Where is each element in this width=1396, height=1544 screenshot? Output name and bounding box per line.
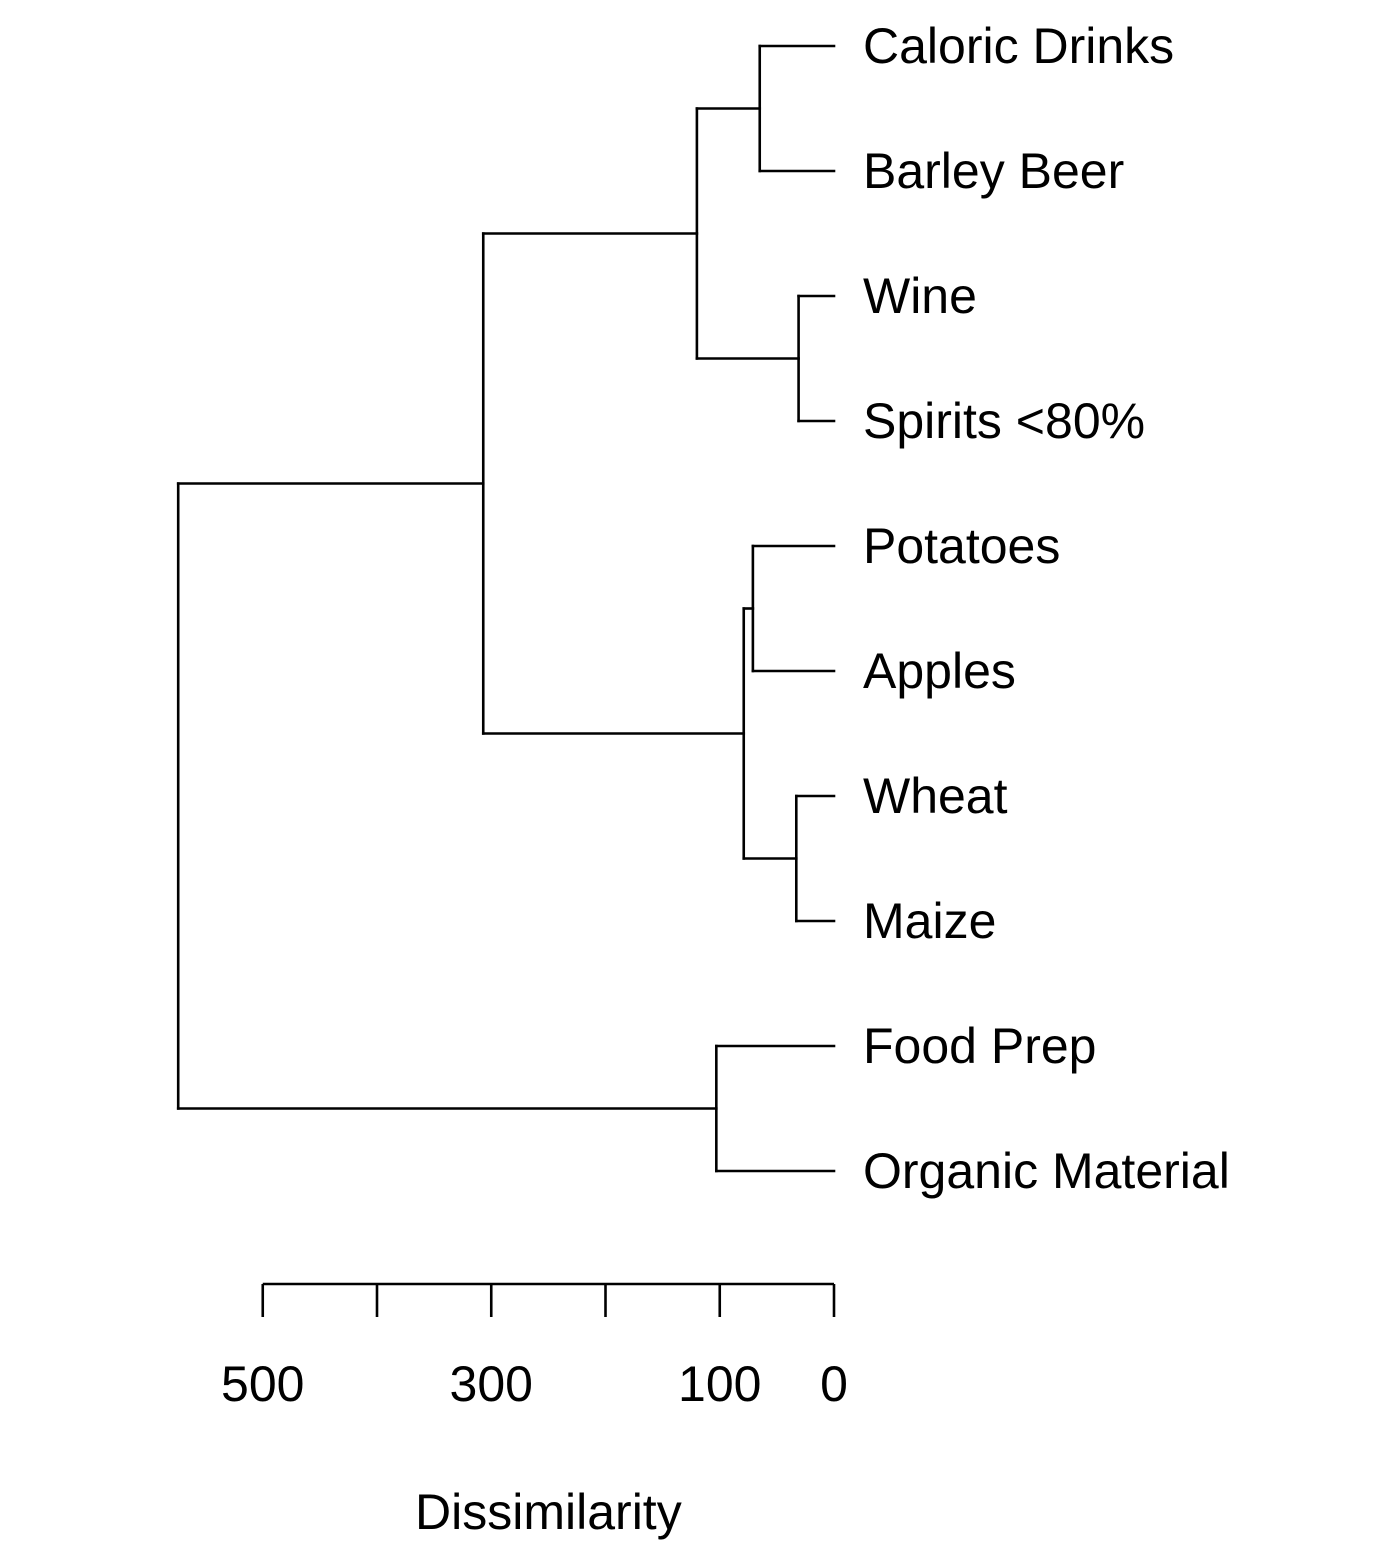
leaf-label: Wheat	[863, 768, 1008, 824]
leaf-labels: Caloric Drinks Barley Beer Wine Spirits <80…	[863, 18, 1230, 1199]
leaf-label: Maize	[863, 893, 996, 949]
leaf-label: Wine	[863, 268, 977, 324]
leaf-label: Barley Beer	[863, 143, 1124, 199]
dendrogram-branches	[176, 44, 836, 1173]
axis-tick-labels: 500 300 100 0	[221, 1356, 848, 1412]
leaf-label: Potatoes	[863, 518, 1060, 574]
leaf-label: Organic Material	[863, 1143, 1230, 1199]
leaf-label: Apples	[863, 643, 1016, 699]
axis-tick-label: 0	[820, 1356, 848, 1412]
leaf-label: Caloric Drinks	[863, 18, 1174, 74]
axis-tick-label: 100	[678, 1356, 761, 1412]
dissimilarity-axis: 500 300 100 0 Dissimilarity	[221, 1282, 848, 1540]
axis-tick-label: 300	[450, 1356, 533, 1412]
leaf-label: Spirits <80%	[863, 393, 1145, 449]
axis-title: Dissimilarity	[415, 1484, 682, 1540]
leaf-label: Food Prep	[863, 1018, 1096, 1074]
axis-tick-label: 500	[221, 1356, 304, 1412]
axis-ticks	[261, 1284, 836, 1317]
